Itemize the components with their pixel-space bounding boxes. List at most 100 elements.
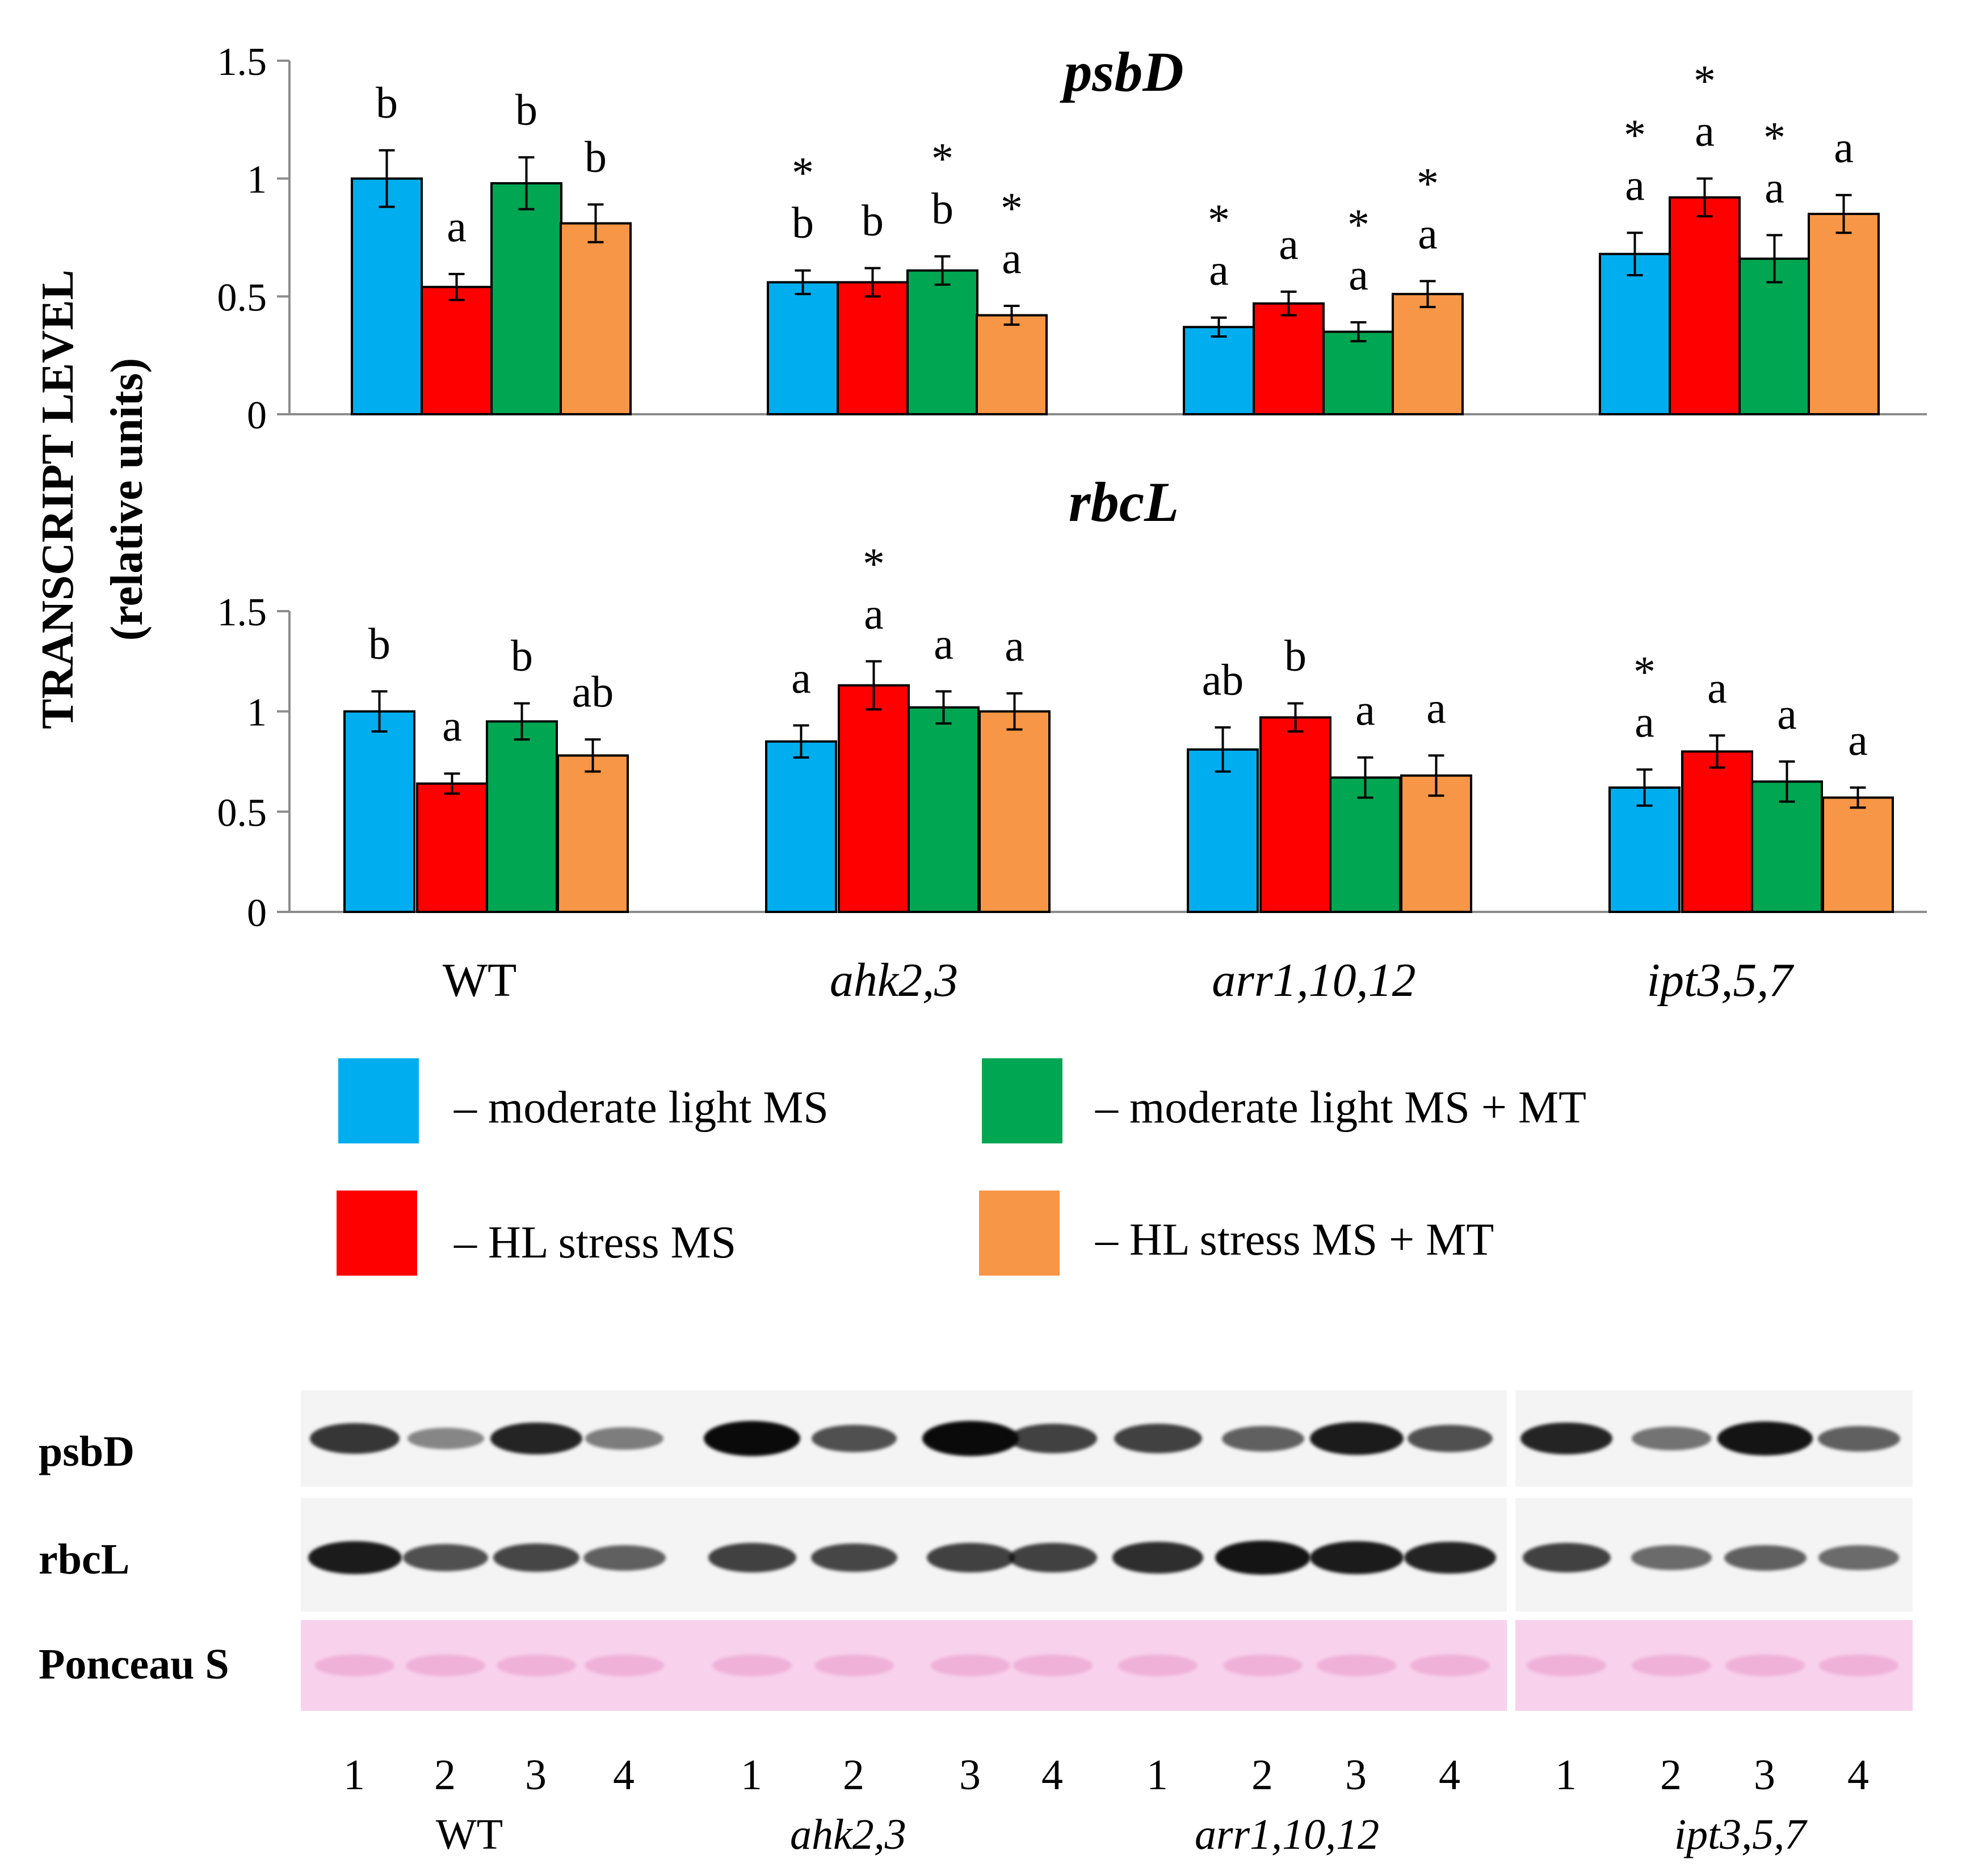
- y-tick-label: 1.5: [217, 591, 267, 634]
- bar: [908, 706, 980, 913]
- blot-band: [1309, 1421, 1404, 1456]
- blot-band: [585, 1655, 664, 1676]
- blot-lane-number: 4: [1041, 1751, 1063, 1799]
- blot-band: [308, 1541, 402, 1575]
- significance-letter: a: [1834, 123, 1854, 172]
- blot-band: [1309, 1541, 1404, 1575]
- bar: [838, 684, 910, 913]
- significance-letter: a: [1707, 663, 1727, 712]
- bar: [490, 182, 562, 415]
- legend-swatch-moderate-light: [338, 1058, 419, 1143]
- bar: [1599, 253, 1671, 415]
- blot-band: [1215, 1540, 1310, 1575]
- bar: [416, 782, 488, 914]
- significance-star: *: [1694, 56, 1716, 106]
- significance-letter: ab: [1202, 655, 1244, 704]
- blot-band: [1221, 1425, 1304, 1452]
- significance-letter: b: [1284, 631, 1307, 680]
- significance-letter: b: [511, 631, 533, 680]
- significance-letter: a: [447, 201, 467, 251]
- blot-band: [1408, 1424, 1493, 1453]
- blot-band: [1717, 1421, 1813, 1456]
- bar: [1259, 716, 1331, 914]
- bar: [1322, 330, 1394, 416]
- blot-band: [585, 1427, 663, 1450]
- bar: [1187, 748, 1259, 914]
- blot-genotype-ahk: ahk2,3: [790, 1811, 906, 1858]
- y-tick-label: 0.5: [217, 276, 267, 319]
- blot-lane-number: 1: [741, 1751, 762, 1799]
- y-axis-label: TRANSCRIPT LEVEL: [33, 270, 83, 729]
- blot-band: [583, 1545, 666, 1571]
- blot-band: [406, 1655, 485, 1676]
- blot-band: [704, 1421, 800, 1456]
- significance-letter: b: [515, 85, 537, 134]
- blot-band: [1520, 1422, 1613, 1455]
- y-tick-label: 1: [247, 158, 267, 202]
- bar: [1183, 326, 1255, 415]
- bar: [421, 285, 493, 415]
- legend-swatch-moderate-light-mt: [982, 1058, 1062, 1143]
- legend-swatch-hl-stress: [337, 1191, 417, 1276]
- y-tick-label: 0.5: [217, 791, 267, 835]
- significance-letter: a: [1005, 621, 1024, 670]
- blot-band: [310, 1423, 400, 1454]
- blot-band: [926, 1543, 1015, 1572]
- significance-letter: a: [1002, 233, 1022, 283]
- blot-row-label-ponceau: Ponceau S: [39, 1641, 229, 1688]
- bar: [1400, 774, 1472, 913]
- blot-band: [1404, 1541, 1497, 1574]
- y-tick-label: 1: [247, 691, 267, 735]
- significance-letter: b: [376, 78, 398, 127]
- category-label: ipt3,5,7: [1647, 954, 1795, 1007]
- bar: [557, 754, 629, 914]
- significance-letter: ab: [572, 667, 614, 716]
- blot-band: [490, 1422, 583, 1455]
- blot-band: [1013, 1655, 1093, 1676]
- blot-row-label-rbcL: rbcL: [39, 1536, 130, 1583]
- significance-star: *: [863, 539, 885, 588]
- bar: [1329, 776, 1401, 914]
- significance-star: *: [1001, 183, 1023, 233]
- y-tick-label: 0: [247, 394, 267, 438]
- blot-band: [497, 1655, 576, 1676]
- blot-band: [1527, 1655, 1606, 1676]
- significance-star: *: [1763, 112, 1786, 162]
- blot-lane-number: 3: [1345, 1751, 1367, 1799]
- significance-star: *: [1208, 195, 1230, 245]
- bar: [1608, 786, 1681, 914]
- blot-genotype-arr: arr1,10,12: [1195, 1811, 1380, 1858]
- blot-band: [1317, 1655, 1396, 1676]
- blot-lane-number: 2: [843, 1751, 864, 1799]
- blot-genotype-wt: WT: [436, 1811, 503, 1858]
- bar: [1669, 196, 1741, 415]
- blot-band: [1725, 1655, 1805, 1676]
- significance-letter: a: [1625, 160, 1645, 209]
- blot-band: [1632, 1427, 1711, 1450]
- significance-letter: a: [1279, 219, 1299, 268]
- bar: [978, 710, 1051, 913]
- blot-band: [1114, 1424, 1202, 1453]
- bar: [560, 222, 632, 415]
- bar: [343, 710, 415, 913]
- blot-band: [407, 1427, 484, 1450]
- blot-band: [1632, 1655, 1711, 1676]
- significance-star: *: [931, 134, 953, 183]
- category-label: WT: [443, 954, 517, 1007]
- significance-letter: a: [1418, 208, 1438, 258]
- significance-letter: a: [1426, 683, 1446, 732]
- significance-letter: a: [791, 653, 811, 702]
- blot-band: [1817, 1425, 1900, 1452]
- significance-letter: a: [1355, 685, 1375, 734]
- blot-lane-number: 3: [1754, 1751, 1775, 1799]
- legend-label-hl-stress: – HL stress MS: [454, 1218, 737, 1268]
- bar: [1681, 750, 1753, 914]
- significance-letter: a: [864, 588, 884, 638]
- blot-band: [810, 1543, 898, 1572]
- significance-letter: a: [1777, 689, 1797, 738]
- bar: [1822, 796, 1894, 913]
- blot-band: [1724, 1545, 1807, 1571]
- blot-lane-number: 3: [525, 1751, 547, 1799]
